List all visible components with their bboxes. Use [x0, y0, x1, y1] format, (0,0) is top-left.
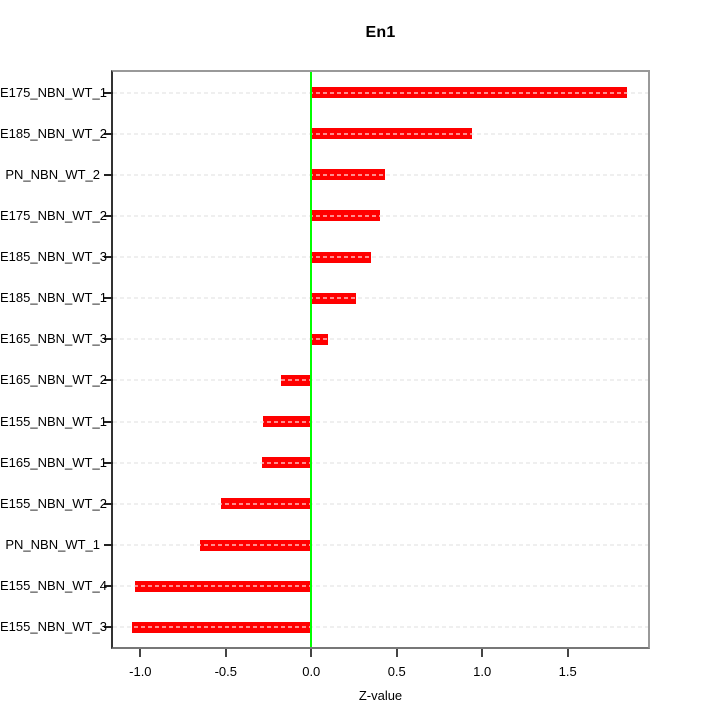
grid-line-overlay [113, 256, 648, 259]
grid-line-overlay [113, 461, 648, 464]
x-tick-label: 0.0 [302, 664, 321, 679]
x-tick [481, 649, 484, 657]
grid-line-overlay [113, 214, 648, 217]
x-tick-label: 1.5 [558, 664, 577, 679]
y-tick-label: E155_NBN_WT_4 [0, 578, 107, 594]
y-tick-label: E165_NBN_WT_1 [0, 454, 107, 470]
x-tick-label: 0.5 [387, 664, 406, 679]
y-tick [104, 132, 113, 135]
grid-line-overlay [113, 420, 648, 423]
y-tick-label: E165_NBN_WT_3 [0, 331, 107, 347]
grid-line-overlay [113, 338, 648, 341]
x-axis-label: Z-value [358, 688, 403, 703]
y-tick [104, 502, 113, 505]
chart-title: En1 [365, 24, 396, 41]
y-tick [104, 297, 113, 300]
y-tick [104, 256, 113, 259]
y-tick [104, 173, 113, 176]
y-tick-label: E155_NBN_WT_2 [0, 495, 107, 511]
grid-line-overlay [113, 297, 648, 300]
y-tick [104, 420, 113, 423]
grid-line-overlay [113, 544, 648, 547]
grid-line-overlay [113, 585, 648, 588]
y-tick-label: E175_NBN_WT_1 [0, 84, 107, 100]
x-tick [139, 649, 142, 657]
y-tick-label: E165_NBN_WT_2 [0, 372, 107, 388]
y-tick [104, 585, 113, 588]
plot-area [111, 70, 650, 649]
x-tick-label: -0.5 [214, 664, 237, 679]
x-tick [224, 649, 227, 657]
y-tick-label: PN_NBN_WT_2 [5, 166, 100, 182]
y-tick-label: E155_NBN_WT_3 [0, 619, 107, 635]
x-tick [566, 649, 569, 657]
grid-line-overlay [113, 132, 648, 135]
y-tick [104, 91, 113, 94]
y-tick [104, 544, 113, 547]
grid-line-overlay [113, 502, 648, 505]
y-tick-label: E185_NBN_WT_1 [0, 290, 107, 306]
x-tick-label: 1.0 [473, 664, 492, 679]
y-tick-label: E185_NBN_WT_2 [0, 125, 107, 141]
grid-line-overlay [113, 626, 648, 629]
y-tick [104, 626, 113, 629]
x-tick [310, 649, 313, 657]
y-tick-label: E175_NBN_WT_2 [0, 207, 107, 223]
y-tick-label: PN_NBN_WT_1 [5, 537, 100, 553]
y-tick [104, 214, 113, 217]
grid-line-overlay [113, 173, 648, 176]
y-tick-label: E185_NBN_WT_3 [0, 249, 107, 265]
y-tick [104, 338, 113, 341]
y-tick-label: E155_NBN_WT_1 [0, 413, 107, 429]
grid-line-overlay [113, 379, 648, 382]
x-tick-label: -1.0 [129, 664, 152, 679]
y-tick [104, 461, 113, 464]
y-tick [104, 379, 113, 382]
zero-line [310, 72, 313, 647]
grid-line-overlay [113, 91, 648, 94]
x-tick [395, 649, 398, 657]
